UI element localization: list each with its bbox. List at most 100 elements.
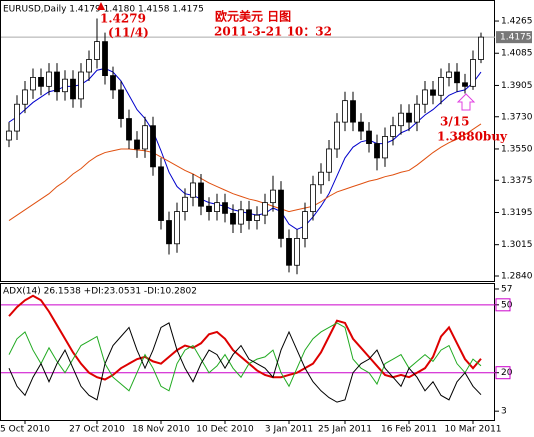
series-line [8, 123, 482, 221]
candle-body [422, 89, 428, 105]
last-price-label: 1.4175 [500, 33, 532, 43]
y-tick-label: 1.4085 [501, 49, 533, 59]
y-tick-label: 1.3195 [501, 208, 533, 218]
candle-body [350, 100, 356, 123]
candle-body [182, 196, 188, 212]
candle-body [230, 212, 236, 225]
candle-body [150, 125, 156, 168]
y-tick-label: 1.4265 [501, 17, 533, 27]
annotation: 1.4279 [100, 12, 146, 26]
y-tick-label: 20 [501, 368, 513, 378]
candle-body [294, 238, 300, 266]
candle-body [174, 211, 180, 245]
indicator-panel [0, 283, 495, 421]
candle-body [310, 184, 316, 212]
y-tick-label: 3 [501, 407, 507, 417]
x-tick-label: 10 Mar 2011 [444, 425, 501, 435]
candle-body [286, 238, 292, 266]
candle-body [382, 136, 388, 159]
x-tick-label: 3 Jan 2011 [265, 425, 313, 435]
candle-body [454, 71, 460, 84]
candle-body [302, 211, 308, 239]
candle-body [374, 143, 380, 159]
x-tick-label: 25 Jan 2011 [318, 425, 372, 435]
candle-body [70, 78, 76, 100]
candle-body [358, 121, 364, 132]
candle-body [462, 82, 468, 87]
y-tick-label: 1.3905 [501, 81, 533, 91]
candle-body [478, 36, 484, 60]
candle-body [94, 41, 100, 60]
y-tick-label: 1.3375 [501, 176, 533, 186]
series-line [8, 294, 482, 381]
candle-body [390, 125, 396, 137]
candle-body [62, 78, 68, 93]
last-price-box [496, 31, 532, 44]
x-tick-label: 10 Dec 2010 [196, 425, 254, 435]
y-tick-label: 57 [501, 284, 512, 294]
x-tick-label: 27 Oct 2010 [69, 425, 125, 435]
candle-body [126, 118, 132, 141]
candle-body [86, 59, 92, 73]
candle-body [238, 209, 244, 225]
candle-body [222, 202, 228, 214]
y-tick-label: 1.3015 [501, 240, 533, 250]
candle-body [110, 75, 116, 91]
peak-marker [97, 2, 105, 10]
price-panel [0, 0, 495, 282]
annotation: 2011-3-21 10：32 [214, 25, 332, 39]
candle-body [246, 209, 252, 221]
level-box [495, 366, 511, 380]
y-tick-label: 1.2840 [501, 271, 533, 281]
candle-body [22, 89, 28, 105]
x-tick-label: 5 Oct 2010 [0, 425, 50, 435]
annotation: (11/4) [108, 26, 149, 40]
candle-body [214, 202, 220, 212]
annotation: 1.3880buy [437, 130, 508, 144]
annotation: 欧元美元 日图 [215, 9, 291, 24]
candle-body [14, 103, 20, 132]
candle-body [6, 130, 12, 141]
candle-body [46, 71, 52, 87]
candle-body [278, 189, 284, 239]
candle-body [206, 205, 212, 212]
candle-body [142, 125, 148, 150]
candle-body [158, 166, 164, 221]
candle-body [38, 76, 44, 87]
series-line [8, 322, 482, 403]
candle-body [342, 100, 348, 123]
x-tick-label: 18 Nov 2010 [132, 425, 190, 435]
candle-body [446, 71, 452, 78]
candle-body [166, 220, 172, 245]
indicator-title: ADX(14) 26.1538 +DI:23.0531 -DI:10.2802 [3, 287, 197, 297]
candle-body [470, 59, 476, 87]
y-tick-label: 1.3730 [501, 112, 533, 122]
candle-body [78, 71, 84, 100]
candle-body [398, 112, 404, 127]
candle-body [318, 171, 324, 186]
candle-body [254, 214, 260, 221]
candle-body [102, 41, 108, 77]
candle-body [134, 139, 140, 150]
candle-body [326, 148, 332, 173]
candle-body [190, 182, 196, 198]
candle-body [262, 202, 268, 216]
candle-body [118, 89, 124, 119]
candle-body [270, 189, 276, 204]
candle-body [438, 76, 444, 96]
candle-body [30, 76, 36, 91]
candle-body [414, 103, 420, 123]
series-line [8, 67, 482, 231]
candle-body [334, 121, 340, 150]
y-tick-label: 50 [501, 300, 513, 310]
buy-arrow [456, 93, 476, 111]
candle-body [198, 182, 204, 207]
series-line [8, 322, 482, 392]
candle-body [430, 89, 436, 96]
candle-body [406, 112, 412, 123]
y-tick-label: 1.3550 [501, 144, 533, 154]
x-tick-label: 16 Feb 2011 [381, 425, 437, 435]
candle-body [366, 130, 372, 144]
